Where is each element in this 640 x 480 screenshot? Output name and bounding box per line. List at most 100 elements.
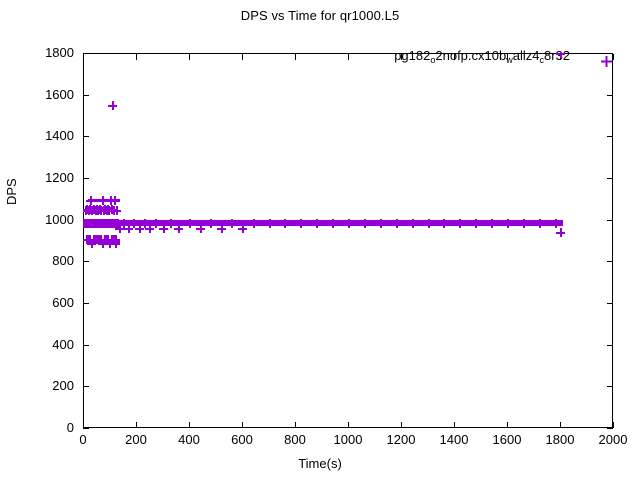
x-tick-label: 1800	[545, 432, 575, 447]
y-tick-mark-right	[607, 303, 613, 304]
y-tick-label: 400	[52, 336, 74, 352]
y-tick-mark	[83, 261, 89, 263]
y-tick-mark	[83, 178, 89, 179]
y-tick-mark-right	[607, 261, 613, 263]
data-point	[248, 218, 258, 228]
data-point	[114, 223, 124, 233]
y-tick-mark-right	[607, 428, 613, 429]
y-tick-mark-right	[607, 344, 613, 346]
data-point	[556, 53, 565, 58]
data-point	[145, 223, 155, 233]
x-tick-mark-top	[136, 54, 137, 60]
data-series-layer	[83, 53, 613, 428]
x-tick-mark-top	[189, 54, 190, 60]
x-tick-mark	[348, 422, 349, 428]
data-cluster-band	[83, 219, 563, 226]
data-point	[104, 238, 114, 248]
data-point	[108, 101, 118, 111]
data-point	[98, 238, 108, 248]
x-tick-mark	[83, 422, 84, 428]
x-tick-label: 1000	[333, 432, 363, 447]
data-point	[185, 218, 194, 228]
y-tick-mark	[83, 136, 89, 138]
data-point	[134, 223, 144, 233]
x-tick-label: 0	[79, 432, 87, 447]
plus-marker-icon	[601, 56, 612, 67]
x-tick-mark-top	[83, 54, 84, 60]
x-tick-mark-top	[295, 54, 296, 60]
y-tick-label: 800	[52, 253, 74, 269]
y-tick-label: 1000	[45, 211, 74, 227]
data-point	[86, 238, 96, 248]
data-point	[280, 218, 290, 228]
y-tick-label: 0	[66, 420, 74, 435]
y-tick-mark	[83, 344, 89, 346]
x-tick-label: 1200	[386, 432, 416, 447]
x-tick-mark	[189, 422, 190, 428]
data-point	[112, 205, 122, 215]
x-tick-label: 600	[231, 432, 253, 447]
data-point	[487, 218, 497, 228]
x-tick-mark-top	[613, 54, 614, 60]
data-point	[407, 218, 417, 228]
y-tick-mark-right	[607, 219, 613, 221]
y-tick-label: 600	[52, 295, 74, 310]
data-point	[328, 218, 338, 228]
x-tick-mark	[295, 422, 296, 428]
y-tick-label: 200	[52, 378, 74, 394]
x-tick-mark-top	[242, 54, 243, 60]
x-tick-label: 200	[125, 432, 147, 447]
y-tick-label: 1800	[45, 45, 74, 60]
data-point	[359, 218, 369, 228]
x-tick-mark	[454, 422, 455, 428]
y-tick-mark	[83, 303, 89, 304]
data-point	[158, 223, 168, 233]
data-point	[118, 218, 128, 228]
data-point	[439, 218, 449, 228]
y-tick-label: 1600	[45, 86, 74, 102]
x-tick-label: 1600	[492, 432, 522, 447]
x-tick-mark-top	[401, 54, 402, 60]
data-point	[534, 218, 544, 228]
x-tick-mark	[242, 422, 243, 428]
y-tick-mark	[83, 386, 89, 388]
y-tick-mark-right	[607, 53, 613, 54]
data-point	[110, 195, 120, 205]
data-point	[238, 223, 247, 233]
y-tick-mark-right	[607, 136, 613, 138]
data-point	[312, 218, 322, 228]
y-tick-mark	[83, 94, 89, 96]
data-point	[227, 218, 237, 228]
data-point	[518, 218, 528, 228]
data-point	[195, 223, 205, 233]
data-point	[166, 218, 176, 228]
legend-key-marker	[601, 54, 612, 67]
x-tick-label: 400	[178, 432, 200, 447]
data-point	[112, 218, 122, 228]
legend-entry-label: pg182o2nofp.cx10bwallz4c8r32	[394, 48, 570, 65]
x-tick-mark-top	[507, 54, 508, 60]
data-point	[264, 218, 274, 228]
y-tick-mark	[83, 428, 89, 429]
y-tick-mark-right	[607, 386, 613, 388]
data-point	[174, 223, 184, 233]
data-point	[391, 218, 401, 228]
data-point	[86, 195, 96, 205]
data-point	[296, 218, 306, 228]
x-tick-label: 800	[284, 432, 306, 447]
data-point	[111, 235, 121, 245]
chart-title: DPS vs Time for qr1000.L5	[240, 8, 400, 23]
data-point	[124, 223, 134, 233]
data-point	[550, 218, 560, 228]
x-tick-mark	[613, 422, 614, 428]
y-axis-label: DPS	[4, 178, 19, 205]
x-tick-label: 2000	[598, 432, 628, 447]
data-point	[97, 195, 107, 205]
data-point	[139, 218, 149, 228]
data-point	[129, 218, 139, 228]
data-point	[455, 218, 465, 228]
y-tick-label: 1200	[45, 170, 74, 185]
data-point	[503, 218, 512, 228]
x-tick-mark	[507, 422, 508, 428]
x-tick-mark-top	[454, 54, 455, 60]
